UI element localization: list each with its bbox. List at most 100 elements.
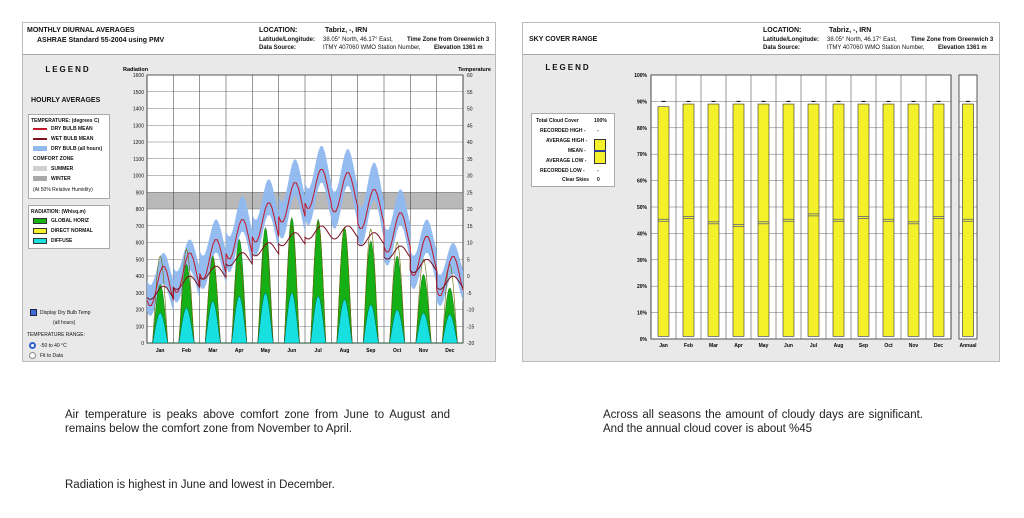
cloud-tick-label: 50%: [637, 205, 648, 211]
cloud-cover-bar: [882, 103, 895, 337]
temperature-tick-label: 20: [467, 207, 473, 213]
diffuse-swatch: [33, 238, 47, 244]
diurnal-chart: 0100200300400500600700800900100011001200…: [123, 67, 491, 354]
radiation-axis-label: Radiation: [123, 67, 149, 73]
timezone-text: Time Zone from Greenwich 3: [911, 37, 994, 43]
total-cloud-label: Total Cloud Cover: [536, 118, 579, 124]
diffuse-curve: [331, 299, 358, 344]
cloud-cover-bar: [657, 106, 670, 337]
source-label: Data Source:: [763, 45, 801, 51]
dry-bulb-mean-label: DRY BULB MEAN: [51, 126, 93, 132]
range-option-2-label: Fit to Data: [40, 353, 64, 359]
diffuse-label: DIFFUSE: [51, 238, 73, 244]
month-tick-label: Jul: [315, 348, 323, 354]
sky-cover-title: SKY COVER RANGE: [529, 36, 598, 43]
temperature-tick-label: -5: [467, 291, 472, 297]
month-tick-label: Jan: [156, 348, 165, 354]
dry-bulb-all-swatch: [33, 146, 47, 151]
diffuse-curve: [173, 307, 200, 344]
cloud-cover-bar: [707, 103, 720, 337]
wet-bulb-mean-line: [146, 225, 464, 300]
source-value: ITMY 407060 WMO Station Number,: [323, 45, 421, 51]
diurnal-averages-panel: MONTHLY DIURNAL AVERAGES ASHRAE Standard…: [22, 22, 496, 362]
cloud-cover-bar: [807, 103, 820, 337]
month-tick-label: Apr: [235, 348, 244, 354]
global-horiz-label: GLOBAL HORIZ: [51, 218, 89, 224]
radiation-tick-label: 100: [136, 324, 145, 330]
legend-title: LEGEND: [545, 63, 591, 72]
cloud-cover-bar: [732, 103, 745, 337]
radiation-tick-label: 1000: [133, 174, 144, 180]
wet-bulb-mean-label: WET BULB MEAN: [51, 136, 94, 142]
latlon-value: 38.05° North, 46.17° East,: [827, 37, 897, 43]
radiation-tick-label: 1600: [133, 73, 144, 79]
diurnal-header: MONTHLY DIURNAL AVERAGES ASHRAE Standard…: [23, 23, 495, 55]
month-tick-label: Feb: [182, 348, 191, 354]
wet-bulb-mean-swatch: [33, 138, 47, 140]
diffuse-curve: [436, 314, 463, 344]
average-low-label: AVERAGE LOW -: [546, 158, 587, 164]
comfort-zone-label: COMFORT ZONE: [33, 156, 74, 162]
radiation-tick-label: 200: [136, 308, 145, 314]
total-cloud-pct: 100%: [594, 118, 607, 124]
cloud-tick-label: 60%: [637, 179, 648, 185]
diurnal-title: MONTHLY DIURNAL AVERAGES: [27, 27, 135, 34]
caption-radiation: Radiation is highest in June and lowest …: [65, 479, 335, 491]
caption-temperature: Air temperature is peaks above comfort z…: [65, 409, 450, 435]
radiation-tick-label: 1200: [133, 140, 144, 146]
temperature-tick-label: 35: [467, 157, 473, 163]
range-option-1-radio[interactable]: [29, 342, 36, 349]
diurnal-subtitle: ASHRAE Standard 55-2004 using PMV: [37, 37, 165, 44]
temp-range-title: TEMPERATURE RANGE:: [27, 332, 85, 338]
month-tick-label: Sep: [859, 343, 868, 349]
hourly-averages-title: HOURLY AVERAGES: [31, 97, 101, 104]
latlon-label: Latitude/Longitude:: [259, 37, 315, 43]
month-tick-label: Dec: [445, 348, 454, 354]
month-tick-label: May: [261, 348, 271, 354]
radiation-tick-label: 0: [141, 341, 144, 347]
temperature-tick-label: 40: [467, 140, 473, 146]
month-tick-label: Mar: [709, 343, 718, 349]
mean-label: MEAN -: [568, 148, 586, 154]
recorded-high-marker: -: [597, 128, 599, 134]
range-option-2-radio[interactable]: [29, 352, 36, 359]
legend-title: LEGEND: [45, 65, 91, 74]
radiation-tick-label: 600: [136, 241, 145, 247]
cloud-tick-label: 20%: [637, 284, 648, 290]
diffuse-curve: [252, 292, 279, 344]
direct-normal-swatch: [33, 228, 47, 234]
month-tick-label: Annual: [960, 343, 978, 349]
display-dry-bulb-checkbox[interactable]: [30, 309, 37, 316]
radiation-tick-label: 1400: [133, 107, 144, 113]
clear-skies-pct: 0: [597, 177, 600, 183]
average-high-label: AVERAGE HIGH -: [546, 138, 588, 144]
clear-skies-label: Clear Skies: [562, 177, 589, 183]
summer-swatch: [33, 166, 47, 171]
radiation-tick-label: 800: [136, 207, 145, 213]
latlon-label: Latitude/Longitude:: [763, 37, 819, 43]
month-tick-label: May: [759, 343, 769, 349]
display-dry-bulb-label: Display Dry Bulb Temp: [40, 310, 91, 316]
dry-bulb-all-label: DRY BULB (all hours): [51, 146, 103, 152]
elevation-text: Elevation 1361 m: [434, 45, 483, 51]
recorded-low-marker: -: [597, 168, 599, 174]
diffuse-curve: [410, 312, 437, 344]
global-horiz-swatch: [33, 218, 47, 224]
cloud-cover-bar: [857, 103, 870, 337]
temperature-tick-label: 0: [467, 274, 470, 280]
month-tick-label: Jun: [287, 348, 296, 354]
temperature-tick-label: 50: [467, 107, 473, 113]
temperature-tick-label: 5: [467, 257, 470, 263]
sky-cover-panel: SKY COVER RANGE LOCATION: Tabriz, -, IRN…: [522, 22, 1000, 362]
month-tick-label: Aug: [340, 348, 350, 354]
radiation-tick-label: 1500: [133, 90, 144, 96]
month-tick-label: Nov: [419, 348, 429, 354]
cloud-tick-label: 30%: [637, 258, 648, 264]
temperature-legend: TEMPERATURE: (degrees C) DRY BULB MEAN W…: [28, 114, 110, 199]
recorded-high-label: RECORDED HIGH -: [540, 128, 586, 134]
month-tick-label: Oct: [393, 348, 402, 354]
radiation-tick-label: 1300: [133, 123, 144, 129]
cloud-cover-bar: [682, 103, 695, 337]
sky-cover-legend-mean: [594, 150, 606, 152]
temperature-tick-label: 25: [467, 190, 473, 196]
